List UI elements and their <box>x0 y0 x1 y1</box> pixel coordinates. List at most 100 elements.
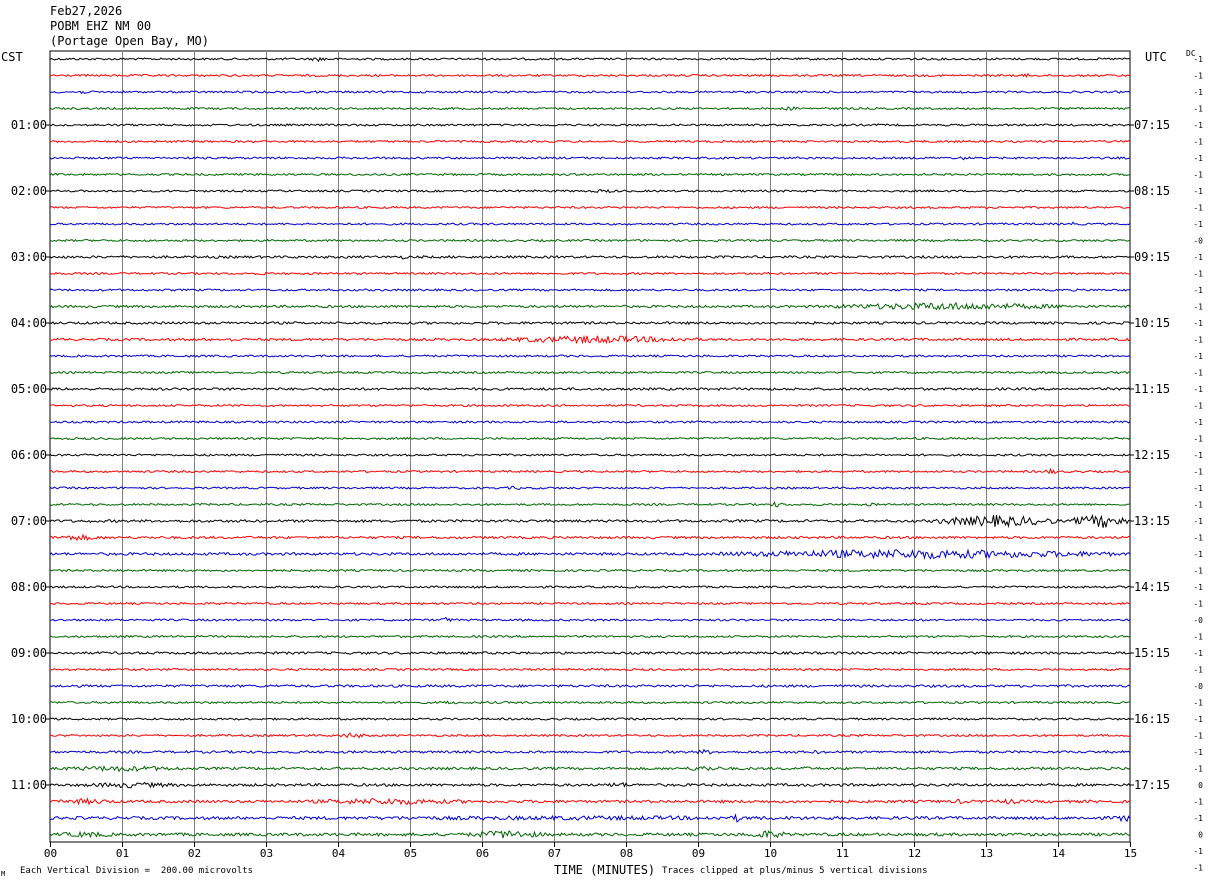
trace-row <box>49 72 1131 79</box>
left-hour-label: 08:00 <box>11 580 47 594</box>
trace-row <box>49 813 1131 823</box>
trace-row <box>49 830 1131 839</box>
trace-row <box>49 420 1131 424</box>
trace-row <box>49 634 1131 639</box>
left-hour-label: 10:00 <box>11 712 47 726</box>
dc-offset-label: -1 <box>1193 253 1203 262</box>
trace-row <box>49 188 1131 194</box>
dc-offset-label: -1 <box>1193 567 1203 576</box>
dc-offset-label: -1 <box>1193 748 1203 757</box>
trace-row <box>49 748 1131 755</box>
dc-offset-label: -1 <box>1193 220 1203 229</box>
dc-offset-label: -0 <box>1193 237 1203 246</box>
trace-row <box>49 403 1131 408</box>
dc-offset-label: -1 <box>1193 765 1203 774</box>
dc-offset-label: -1 <box>1193 699 1203 708</box>
trace-row <box>49 781 1131 789</box>
dc-offset-label: -1 <box>1193 798 1203 807</box>
dc-offset-label: -1 <box>1193 666 1203 675</box>
left-hour-label: 03:00 <box>11 250 47 264</box>
trace-row <box>49 717 1131 721</box>
corner-mark: M <box>1 870 6 878</box>
dc-offset-label: -1 <box>1193 517 1203 526</box>
left-hour-label: 07:00 <box>11 514 47 528</box>
x-tick-label: 06 <box>476 847 489 860</box>
dc-offset-label: -1 <box>1193 138 1203 147</box>
dc-offset-label: -1 <box>1193 319 1203 328</box>
trace-row <box>49 139 1131 144</box>
right-hour-label: 11:15 <box>1134 382 1170 396</box>
dc-offset-label: -1 <box>1193 435 1203 444</box>
dc-offset-label: -1 <box>1193 534 1203 543</box>
right-hour-label: 13:15 <box>1134 514 1170 528</box>
trace-row <box>49 797 1131 806</box>
x-tick-label: 00 <box>44 847 57 860</box>
dc-offset-label: -1 <box>1193 732 1203 741</box>
dc-offset-label: -1 <box>1193 72 1203 81</box>
trace-row <box>49 616 1131 623</box>
x-axis-label: TIME (MINUTES) <box>554 863 656 877</box>
trace-row <box>49 320 1131 326</box>
trace-row <box>49 56 1131 63</box>
trace-row <box>49 485 1131 490</box>
dc-offset-label: -1 <box>1193 336 1203 345</box>
dc-offset-label: -1 <box>1193 286 1203 295</box>
left-hour-label: 05:00 <box>11 382 47 396</box>
left-hour-label: 01:00 <box>11 118 47 132</box>
trace-row <box>49 513 1131 529</box>
trace-row <box>49 732 1131 739</box>
x-tick-label: 11 <box>836 847 849 860</box>
dc-offset-label: -1 <box>1193 864 1203 873</box>
trace-row <box>49 650 1131 656</box>
x-tick-label: 12 <box>908 847 921 860</box>
trace-row <box>49 387 1131 391</box>
x-tick-label: 14 <box>1052 847 1066 860</box>
dc-offset-label: 0 <box>1198 831 1203 840</box>
dc-offset-label: -1 <box>1193 154 1203 163</box>
dc-offset-label: -1 <box>1193 187 1203 196</box>
dc-offset-label: -1 <box>1193 369 1203 378</box>
dc-label: DC <box>1186 49 1196 58</box>
x-tick-label: 09 <box>692 847 705 860</box>
dc-offset-label: -1 <box>1193 550 1203 559</box>
trace-row <box>50 667 1131 672</box>
left-hour-label: 09:00 <box>11 646 47 660</box>
dc-offset-label: -1 <box>1193 385 1203 394</box>
dc-offset-label: -1 <box>1193 121 1203 130</box>
trace-row <box>49 548 1131 560</box>
trace-row <box>49 254 1131 260</box>
header-station: POBM EHZ NM 00 <box>50 19 152 33</box>
right-timezone-label: UTC <box>1145 50 1167 64</box>
trace-row <box>49 221 1131 226</box>
right-hour-label: 12:15 <box>1134 448 1170 462</box>
trace-row <box>49 334 1131 345</box>
trace-row <box>50 700 1131 705</box>
x-tick-label: 10 <box>764 847 777 860</box>
x-tick-label: 15 <box>1124 847 1137 860</box>
right-hour-label: 07:15 <box>1134 118 1170 132</box>
header-date: Feb27,2026 <box>50 4 123 18</box>
trace-row <box>49 684 1131 689</box>
trace-row <box>49 288 1131 292</box>
dc-offset-label: -1 <box>1193 303 1203 312</box>
right-hour-label: 08:15 <box>1134 184 1170 198</box>
right-hour-label: 15:15 <box>1134 646 1170 660</box>
dc-offset-label: -1 <box>1193 649 1203 658</box>
dc-offset-label: -1 <box>1193 501 1203 510</box>
trace-row <box>49 354 1131 358</box>
trace-row <box>49 301 1131 311</box>
trace-row <box>49 585 1131 589</box>
dc-offset-label: -1 <box>1193 270 1203 279</box>
dc-offset-label: -1 <box>1193 105 1203 114</box>
trace-row <box>49 467 1131 475</box>
trace-row <box>49 568 1131 573</box>
left-hour-label: 04:00 <box>11 316 47 330</box>
x-tick-label: 07 <box>548 847 561 860</box>
dc-offset-label: -1 <box>1193 715 1203 724</box>
dc-offset-label: -1 <box>1193 55 1203 64</box>
x-tick-label: 08 <box>620 847 633 860</box>
dc-offset-label: -1 <box>1193 484 1203 493</box>
dc-offset-label: -1 <box>1193 600 1203 609</box>
trace-row <box>49 172 1131 177</box>
